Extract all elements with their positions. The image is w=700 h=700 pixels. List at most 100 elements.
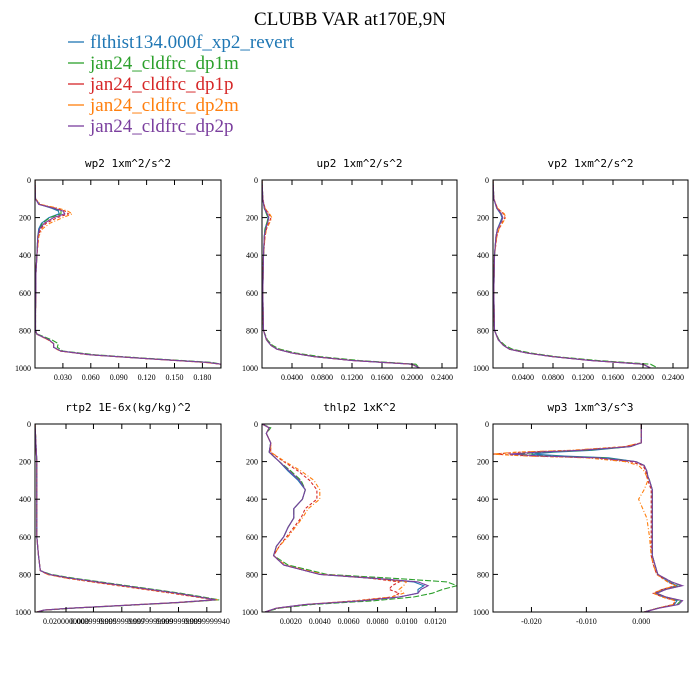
y-tick-label: 200 xyxy=(477,214,489,223)
y-tick-label: 800 xyxy=(477,326,489,335)
panels: wp2 1xm^2/s^2 0 200 400 600 800 1000 0.030 0.060… xyxy=(15,157,689,626)
y-tick-label: 400 xyxy=(477,251,489,260)
panel: wp3 1xm^3/s^3 0 200 400 600 800 1000 -0.020 -0.0… xyxy=(473,401,689,626)
y-tick-label: 0 xyxy=(254,420,258,429)
series-group xyxy=(493,424,685,612)
panel: thlp2 1xK^2 0 200 400 600 800 1000 0.0020 0.0040… xyxy=(242,401,458,626)
x-tick-label: 0.030 xyxy=(54,373,72,382)
x-tick-label: 0.0800 xyxy=(542,373,564,382)
y-tick-label: 400 xyxy=(246,495,258,504)
x-tick-label: 0.0100 xyxy=(395,617,417,626)
y-tick-label: 1000 xyxy=(242,608,258,617)
legend-label: jan24_cldfrc_dp2p xyxy=(89,116,234,137)
y-tick-label: 800 xyxy=(477,570,489,579)
series-group xyxy=(262,424,457,612)
x-tick-label: 0.0800 xyxy=(311,373,333,382)
y-tick-label: 1000 xyxy=(15,364,31,373)
x-tick-label: 0.180 xyxy=(193,373,211,382)
y-tick-label: 0 xyxy=(27,420,31,429)
y-tick-label: 1000 xyxy=(473,608,489,617)
legend-entry: jan24_cldfrc_dp1p xyxy=(68,74,234,95)
x-tick-label: 0.150 xyxy=(166,373,184,382)
x-tick-label: 0.0099999940 xyxy=(184,617,230,626)
x-tick-label: 0.0079999999 xyxy=(127,617,173,626)
x-tick-label: 0.0099999999 xyxy=(155,617,201,626)
y-tick-label: 200 xyxy=(19,214,31,223)
panel-title: rtp2 1E-6x(kg/kg)^2 xyxy=(65,401,191,414)
y-tick-label: 600 xyxy=(246,289,258,298)
panel-title: up2 1xm^2/s^2 xyxy=(316,157,402,170)
y-tick-label: 800 xyxy=(19,326,31,335)
y-tick-label: 200 xyxy=(246,458,258,467)
x-tick-label: 0.2000 xyxy=(401,373,423,382)
plot-frame xyxy=(34,423,222,613)
y-tick-label: 600 xyxy=(477,533,489,542)
panel: rtp2 1E-6x(kg/kg)^2 0 200 400 600 800 1000 0.02… xyxy=(15,401,230,626)
figure-title: CLUBB VAR at170E,9N xyxy=(254,9,446,30)
panel: up2 1xm^2/s^2 0 200 400 600 800 1000 0.0400 0.08… xyxy=(242,157,458,382)
x-tick-label: 0.2400 xyxy=(662,373,684,382)
x-tick-label: -0.020 xyxy=(521,617,542,626)
panel-title: wp3 1xm^3/s^3 xyxy=(547,401,633,414)
y-tick-label: 800 xyxy=(19,570,31,579)
x-tick-label: 0.0400 xyxy=(281,373,303,382)
x-tick-label: 0.0060 xyxy=(338,617,360,626)
y-tick-label: 800 xyxy=(246,570,258,579)
legend-label: jan24_cldfrc_dp1m xyxy=(89,53,239,74)
plot-frame xyxy=(261,179,458,369)
y-tick-label: 1000 xyxy=(15,608,31,617)
y-tick-label: 200 xyxy=(246,214,258,223)
y-tick-label: 800 xyxy=(246,326,258,335)
panel: wp2 1xm^2/s^2 0 200 400 600 800 1000 0.030 0.060… xyxy=(15,157,222,382)
x-tick-label: 0.2400 xyxy=(431,373,453,382)
x-tick-label: 0.0020 xyxy=(280,617,302,626)
x-tick-label: 0.120 xyxy=(138,373,156,382)
series-line xyxy=(493,424,677,612)
x-tick-label: 0.0080 xyxy=(367,617,389,626)
y-tick-label: 600 xyxy=(19,533,31,542)
y-tick-label: 600 xyxy=(477,289,489,298)
legend-label: flthist134.000f_xp2_revert xyxy=(90,32,295,53)
legend-label: jan24_cldfrc_dp1p xyxy=(89,74,234,95)
legend: flthist134.000f_xp2_revertjan24_cldfrc_d… xyxy=(68,32,295,137)
legend-entry: jan24_cldfrc_dp2p xyxy=(68,116,234,137)
y-tick-label: 0 xyxy=(254,176,258,185)
y-tick-label: 600 xyxy=(19,289,31,298)
x-tick-label: 0.1600 xyxy=(371,373,393,382)
x-tick-label: -0.010 xyxy=(576,617,597,626)
y-tick-label: 0 xyxy=(485,420,489,429)
panel-title: wp2 1xm^2/s^2 xyxy=(85,157,171,170)
legend-entry: jan24_cldfrc_dp1m xyxy=(68,53,239,74)
panel-title: thlp2 1xK^2 xyxy=(323,401,396,414)
y-tick-label: 1000 xyxy=(473,364,489,373)
x-tick-label: 0.0120 xyxy=(424,617,446,626)
plot-frame xyxy=(261,423,458,613)
x-tick-label: 0.0200000000 xyxy=(43,617,89,626)
x-tick-label: 0.1600 xyxy=(602,373,624,382)
x-tick-label: 0.2000 xyxy=(632,373,654,382)
panel-title: vp2 1xm^2/s^2 xyxy=(547,157,633,170)
y-tick-label: 400 xyxy=(246,251,258,260)
x-tick-label: 0.060 xyxy=(82,373,100,382)
y-tick-label: 400 xyxy=(19,495,31,504)
y-tick-label: 400 xyxy=(19,251,31,260)
x-tick-label: 0.090 xyxy=(110,373,128,382)
y-tick-label: 200 xyxy=(477,458,489,467)
plot-frame xyxy=(492,179,689,369)
y-tick-label: 600 xyxy=(246,533,258,542)
y-tick-label: 0 xyxy=(485,176,489,185)
y-tick-label: 200 xyxy=(19,458,31,467)
y-tick-label: 0 xyxy=(27,176,31,185)
x-tick-label: 0.1200 xyxy=(572,373,594,382)
x-tick-label: 0.0400 xyxy=(512,373,534,382)
x-tick-label: 0.0039999999 xyxy=(70,617,116,626)
legend-label: jan24_cldfrc_dp2m xyxy=(89,95,239,116)
x-tick-label: 0.1200 xyxy=(341,373,363,382)
series-line xyxy=(262,424,430,612)
x-tick-label: 0.0040 xyxy=(309,617,331,626)
series-line xyxy=(509,424,685,612)
plot-frame xyxy=(34,179,222,369)
y-tick-label: 1000 xyxy=(242,364,258,373)
